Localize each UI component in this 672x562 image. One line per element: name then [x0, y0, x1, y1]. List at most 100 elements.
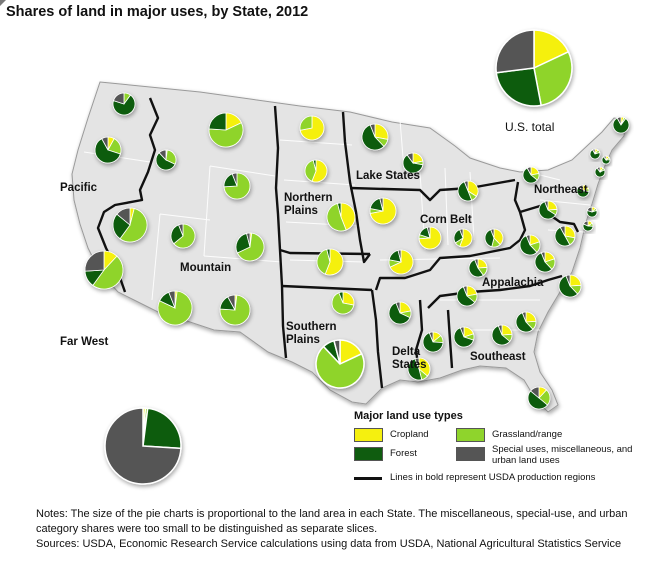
- pie-slice: [525, 234, 531, 246]
- pie-slice: [493, 228, 504, 246]
- notes-block: Notes: The size of the pie charts is pro…: [36, 507, 668, 552]
- pie-slice: [208, 112, 227, 131]
- state-pie: [369, 197, 397, 225]
- state-pie: [208, 112, 244, 148]
- legend-swatch-cropland: [354, 428, 383, 442]
- pie-slice: [361, 124, 385, 151]
- state-pie: [235, 232, 265, 262]
- legend-swatch-forest: [354, 447, 383, 461]
- state-pie: [594, 166, 606, 178]
- pie-slice: [456, 286, 476, 307]
- state-pie: [418, 226, 442, 250]
- pie-slice: [459, 326, 465, 338]
- region-label-mountain: Mountain: [180, 262, 232, 274]
- state-pie: [601, 155, 611, 165]
- us-total-label: U.S. total: [505, 120, 555, 134]
- pie-slice: [576, 186, 590, 198]
- state-pie: [495, 29, 573, 107]
- pie-slice: [340, 202, 356, 231]
- state-pie: [522, 166, 540, 184]
- legend-label-forest: Forest: [390, 448, 417, 459]
- pie-slice: [578, 184, 584, 193]
- state-pie: [112, 207, 148, 243]
- sources-text: Sources: USDA, Economic Research Service…: [36, 538, 622, 550]
- pie-slice: [116, 207, 131, 226]
- region-label-lake-states: Lake States: [356, 170, 420, 182]
- pie-slice: [453, 327, 475, 348]
- map-title: Shares of land in major uses, by State, …: [6, 4, 309, 20]
- pie-slice: [338, 291, 344, 304]
- state-pie: [468, 258, 488, 278]
- state-pie: [534, 251, 556, 273]
- pie-slice: [559, 225, 566, 237]
- state-pie: [519, 234, 541, 256]
- state-pie: [402, 152, 424, 174]
- pie-slice: [569, 274, 582, 287]
- region-label-far-west: Far West: [60, 336, 109, 348]
- pie-slice: [379, 197, 384, 212]
- pie-slice: [324, 248, 344, 276]
- region-label-appalachia: Appalachia: [482, 277, 544, 289]
- state-pie: [538, 200, 558, 220]
- pie-slice: [522, 167, 538, 184]
- state-pie: [155, 149, 177, 171]
- pie-slice: [582, 223, 594, 232]
- state-pie: [361, 123, 389, 151]
- pie-slice: [534, 252, 553, 273]
- pie-slice: [173, 223, 196, 249]
- pie-slice: [422, 332, 444, 353]
- legend-label-cropland: Cropland: [390, 429, 429, 440]
- region-label-northern-plains: Northern Plains: [284, 192, 333, 217]
- pie-slice: [337, 202, 342, 218]
- title-corner-mark: [0, 0, 6, 6]
- legend-title: Major land use types: [354, 410, 463, 422]
- pie-slice: [589, 149, 601, 160]
- state-pie: [316, 248, 344, 276]
- pie-slice: [119, 208, 148, 243]
- pie-slice: [526, 166, 532, 176]
- state-pie: [554, 225, 576, 247]
- pie-slice: [155, 152, 176, 171]
- region-boundaries: [96, 97, 580, 389]
- pie-slice: [484, 229, 495, 248]
- state-pie: [527, 386, 551, 410]
- state-pie: [456, 285, 478, 307]
- state-pie: [223, 172, 251, 200]
- pie-slice: [208, 122, 244, 148]
- pie-slice: [616, 116, 622, 126]
- state-pie: [453, 326, 475, 348]
- pie-slice: [395, 301, 401, 314]
- pie-slice: [231, 172, 238, 187]
- pie-slice: [418, 226, 442, 250]
- state-pie: [315, 339, 365, 389]
- pie-slice: [463, 180, 469, 192]
- pie-slice: [402, 154, 424, 174]
- state-pie: [84, 250, 124, 290]
- pie-slice: [533, 50, 573, 107]
- pie-slice: [462, 285, 468, 297]
- pie-slice: [84, 250, 105, 272]
- pie-slice: [113, 92, 125, 105]
- pie-slice: [459, 228, 473, 248]
- state-pie: [453, 228, 473, 248]
- pie-slice: [388, 302, 411, 325]
- pie-slice: [603, 155, 607, 162]
- pie-slice: [521, 311, 527, 323]
- state-pie: [407, 357, 431, 381]
- pie-slice: [397, 249, 402, 263]
- region-label-northeast: Northeast: [534, 184, 588, 196]
- pie-slice: [142, 407, 182, 450]
- pie-slice: [112, 213, 131, 240]
- pie-slice: [497, 324, 503, 336]
- pie-slice: [428, 331, 434, 343]
- pie-slice: [112, 94, 136, 116]
- pie-slice: [326, 202, 347, 232]
- pie-slice: [333, 339, 341, 365]
- pie-slice: [326, 248, 331, 263]
- pie-slice: [312, 159, 317, 172]
- pie-slice: [515, 312, 534, 333]
- state-pie: [422, 331, 444, 353]
- pie-slice: [612, 117, 630, 134]
- state-pie: [112, 92, 136, 116]
- state-pie: [326, 202, 356, 232]
